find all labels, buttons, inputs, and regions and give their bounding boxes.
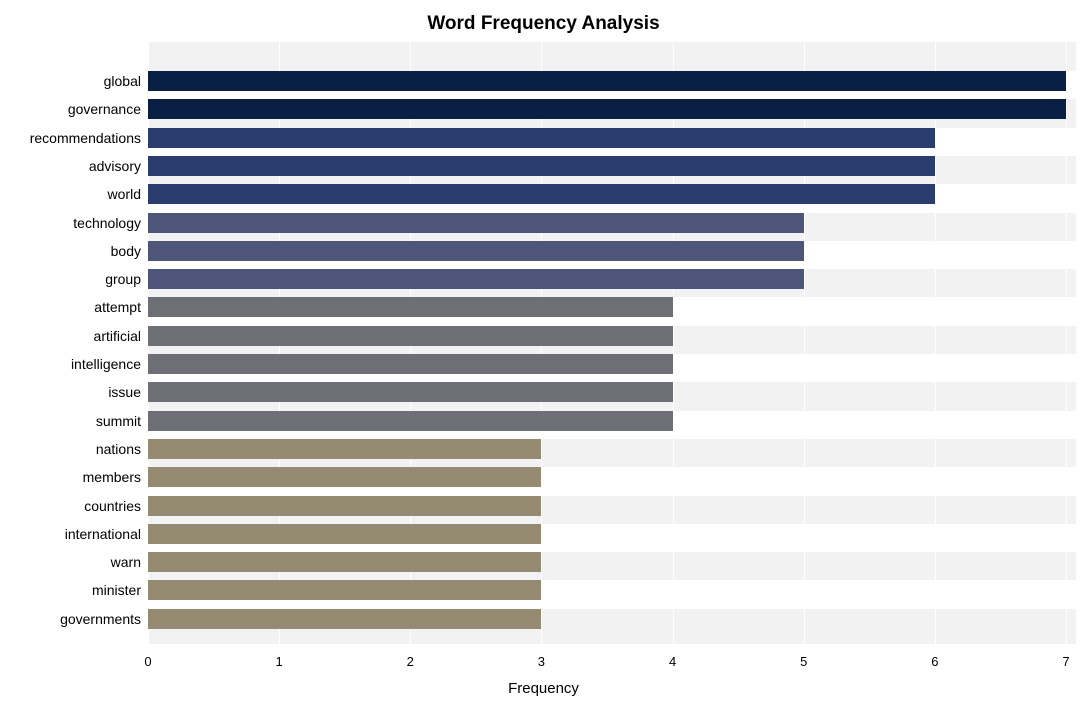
bar	[148, 269, 804, 289]
y-tick-label: international	[65, 526, 141, 542]
y-tick-label: technology	[73, 215, 141, 231]
bar	[148, 128, 935, 148]
bar	[148, 71, 1066, 91]
y-tick-label: artificial	[94, 328, 141, 344]
bar	[148, 496, 541, 516]
y-tick-label: members	[83, 469, 141, 485]
bar	[148, 439, 541, 459]
word-frequency-chart: Word Frequency Analysis Frequency global…	[0, 5, 1087, 701]
x-tick-label: 1	[276, 654, 283, 669]
gridline-vertical	[1066, 42, 1067, 644]
bar	[148, 354, 673, 374]
y-tick-label: summit	[96, 413, 141, 429]
bar	[148, 609, 541, 629]
chart-title: Word Frequency Analysis	[0, 13, 1087, 35]
y-tick-label: governance	[68, 101, 141, 117]
y-tick-label: nations	[96, 441, 141, 457]
x-tick-label: 7	[1062, 654, 1069, 669]
bar	[148, 552, 541, 572]
y-tick-label: issue	[108, 384, 141, 400]
y-tick-label: warn	[111, 554, 141, 570]
x-tick-label: 4	[669, 654, 676, 669]
bar	[148, 184, 935, 204]
bar	[148, 297, 673, 317]
y-tick-label: minister	[92, 582, 141, 598]
y-tick-label: advisory	[89, 158, 141, 174]
y-tick-label: intelligence	[71, 356, 141, 372]
plot-area	[148, 42, 1076, 644]
y-tick-label: global	[104, 73, 141, 89]
bar	[148, 382, 673, 402]
y-tick-label: governments	[60, 611, 141, 627]
y-tick-label: group	[105, 271, 141, 287]
gridline-vertical	[935, 42, 936, 644]
x-tick-label: 2	[407, 654, 414, 669]
x-tick-label: 3	[538, 654, 545, 669]
bar	[148, 524, 541, 544]
bar	[148, 156, 935, 176]
y-tick-label: world	[108, 186, 141, 202]
y-tick-label: countries	[84, 498, 141, 514]
x-axis-label: Frequency	[0, 680, 1087, 697]
y-tick-label: body	[111, 243, 141, 259]
bar	[148, 326, 673, 346]
y-tick-label: recommendations	[30, 130, 141, 146]
bar	[148, 241, 804, 261]
bar	[148, 467, 541, 487]
bar	[148, 99, 1066, 119]
bar	[148, 580, 541, 600]
x-tick-label: 0	[144, 654, 151, 669]
x-tick-label: 5	[800, 654, 807, 669]
grid-band	[148, 42, 1076, 71]
y-tick-label: attempt	[94, 299, 141, 315]
x-tick-label: 6	[931, 654, 938, 669]
bar	[148, 411, 673, 431]
bar	[148, 213, 804, 233]
